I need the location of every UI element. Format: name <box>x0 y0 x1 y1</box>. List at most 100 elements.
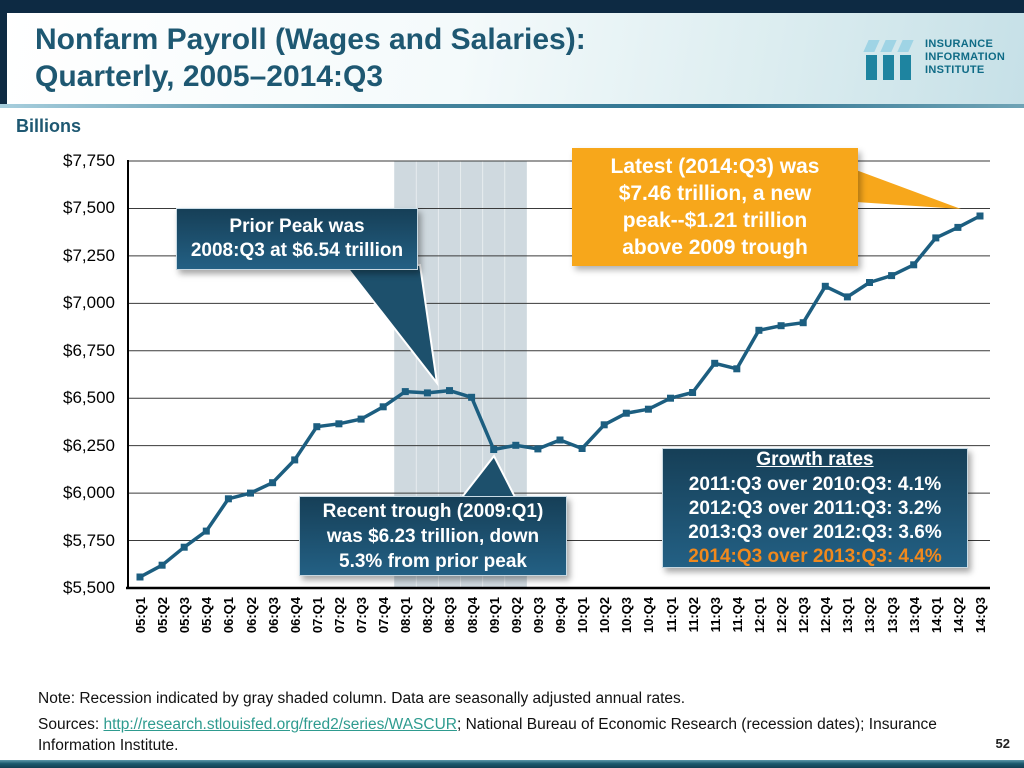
data-point-marker <box>357 415 365 423</box>
x-axis-tick-label: 10:Q2 <box>597 597 613 634</box>
data-point-marker <box>556 436 564 444</box>
data-point-marker <box>136 573 144 581</box>
data-point-marker <box>512 441 520 449</box>
growth-rate-row: 2012:Q3 over 2011:Q3: 3.2% <box>688 497 942 519</box>
x-axis-tick-label: 12:Q1 <box>751 597 767 634</box>
growth-rate-row: 2013:Q3 over 2012:Q3: 3.6% <box>688 521 942 543</box>
x-axis-tick-label: 10:Q3 <box>619 597 635 634</box>
data-point-marker <box>578 445 586 452</box>
x-axis-tick-label: 09:Q2 <box>508 597 524 634</box>
page-number: 52 <box>995 736 1010 751</box>
y-axis-tick-label: $6,500 <box>63 388 115 408</box>
x-axis-tick-label: 08:Q1 <box>398 597 414 634</box>
data-point-marker <box>644 405 652 413</box>
y-axis-tick-label: $7,750 <box>63 151 115 170</box>
x-axis-tick-label: 07:Q3 <box>354 597 370 634</box>
y-axis-tick-label: $6,250 <box>63 435 115 455</box>
data-point-marker <box>733 365 741 373</box>
data-point-marker <box>401 388 409 396</box>
x-axis-tick-label: 07:Q4 <box>376 597 392 634</box>
y-axis-tick-label: $7,500 <box>63 198 115 218</box>
x-axis-tick-label: 08:Q2 <box>420 597 436 634</box>
data-point-marker <box>180 543 188 551</box>
data-point-marker <box>910 261 918 269</box>
prior-peak-callout: Prior Peak was 2008:Q3 at $6.54 trillion <box>176 208 418 270</box>
x-axis-tick-label: 13:Q1 <box>840 597 856 634</box>
x-axis-tick-label: 10:Q4 <box>641 597 657 634</box>
data-point-marker <box>932 234 940 242</box>
iii-logo: INSURANCE INFORMATION INSTITUTE <box>863 38 1006 80</box>
data-point-marker <box>799 319 807 327</box>
bottom-accent-bar <box>0 760 1024 768</box>
data-point-marker <box>777 322 785 330</box>
x-axis-tick-label: 14:Q2 <box>950 597 966 634</box>
y-axis-units-label: Billions <box>16 116 82 136</box>
x-axis-tick-label: 14:Q3 <box>973 597 988 634</box>
y-axis-tick-label: $5,750 <box>63 530 115 550</box>
data-point-marker <box>269 479 277 487</box>
x-axis-tick-label: 08:Q4 <box>464 597 480 634</box>
data-point-marker <box>379 403 387 411</box>
slide-title-line1: Nonfarm Payroll (Wages and Salaries): <box>35 23 586 56</box>
y-axis-tick-label: $6,750 <box>63 340 115 360</box>
data-point-marker <box>335 420 343 428</box>
x-axis-tick-label: 10:Q1 <box>575 597 591 634</box>
data-point-marker <box>711 359 719 367</box>
x-axis-tick-label: 13:Q4 <box>906 597 922 634</box>
data-point-marker <box>247 489 254 497</box>
footnote: Note: Recession indicated by gray shaded… <box>38 690 686 707</box>
x-axis-tick-label: 11:Q2 <box>685 597 701 633</box>
data-point-marker <box>202 527 210 535</box>
data-point-marker <box>158 561 166 569</box>
latest-peak-callout: Latest (2014:Q3) was $7.46 trillion, a n… <box>572 148 858 266</box>
data-point-marker <box>600 421 608 429</box>
sources-prefix: Sources: <box>38 716 104 733</box>
prior-peak-tail <box>342 264 439 387</box>
data-point-marker <box>821 282 829 290</box>
x-axis-tick-label: 11:Q4 <box>729 597 745 633</box>
data-point-marker <box>423 389 431 397</box>
y-axis-tick-label: $6,000 <box>63 483 115 503</box>
data-point-marker <box>468 393 476 401</box>
data-point-marker <box>976 212 984 220</box>
recent-trough-callout: Recent trough (2009:Q1) was $6.23 trilli… <box>299 496 567 576</box>
source-link[interactable]: http://research.stlouisfed.org/fred2/ser… <box>103 716 457 733</box>
x-axis-tick-label: 14:Q1 <box>928 597 944 634</box>
growth-rates-heading: Growth rates <box>756 448 874 470</box>
x-axis-tick-label: 06:Q1 <box>221 597 237 634</box>
data-point-marker <box>313 423 321 431</box>
x-axis-tick-label: 11:Q1 <box>663 597 679 633</box>
header-divider <box>0 104 1024 108</box>
x-axis-tick-label: 06:Q4 <box>287 597 303 634</box>
x-axis-tick-label: 13:Q3 <box>884 597 900 634</box>
iii-logo-text: INSURANCE INFORMATION INSTITUTE <box>925 38 1006 76</box>
y-axis-tick-label: $7,000 <box>63 293 115 313</box>
data-point-marker <box>667 394 674 402</box>
slide-header: Nonfarm Payroll (Wages and Salaries): Qu… <box>0 13 1024 104</box>
x-axis-tick-label: 05:Q4 <box>199 597 215 634</box>
data-point-marker <box>755 326 763 334</box>
top-accent-bar <box>0 0 1024 13</box>
x-axis-tick-label: 07:Q2 <box>331 597 347 634</box>
sources-suffix: ; National Bureau of Economic Research (… <box>38 716 937 754</box>
data-point-marker <box>843 293 851 301</box>
data-point-marker <box>954 223 962 231</box>
slide-title-line2: Quarterly, 2005–2014:Q3 <box>35 60 384 93</box>
x-axis-tick-label: 07:Q1 <box>309 597 325 634</box>
growth-rate-row-highlight: 2014:Q3 over 2013:Q3: 4.4% <box>688 545 942 567</box>
data-point-marker <box>689 389 697 396</box>
x-axis-tick-label: 05:Q2 <box>155 597 171 634</box>
iii-logo-bars-icon <box>863 40 917 80</box>
data-point-marker <box>866 279 873 286</box>
growth-rates-box: Growth rates 2011:Q3 over 2010:Q3: 4.1% … <box>662 448 968 568</box>
x-axis-tick-label: 12:Q2 <box>774 597 790 634</box>
sources-line: Sources: http://research.stlouisfed.org/… <box>38 714 966 756</box>
data-point-marker <box>446 387 453 395</box>
x-axis-tick-label: 06:Q3 <box>265 597 281 634</box>
latest-tail <box>856 170 961 209</box>
data-point-marker <box>291 456 299 464</box>
x-axis-tick-label: 13:Q2 <box>862 597 878 634</box>
data-point-marker <box>224 495 232 503</box>
data-point-marker <box>888 272 896 280</box>
x-axis-tick-label: 12:Q4 <box>818 597 834 634</box>
